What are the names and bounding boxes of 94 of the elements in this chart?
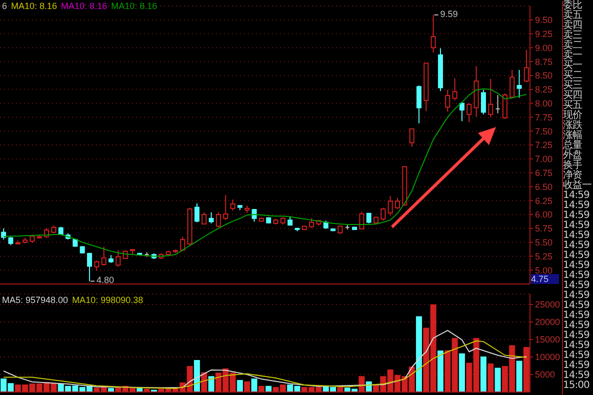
bar: [458, 353, 465, 392]
text: 买四: [563, 90, 582, 101]
bar: [516, 360, 522, 392]
bar: [437, 350, 444, 392]
text: 卖三: [563, 30, 583, 41]
y-tick-label: 7.75: [535, 112, 553, 122]
text: 14:59: [563, 370, 590, 381]
y-tick-label: 5000: [535, 370, 556, 380]
text: 买三: [563, 80, 583, 91]
y-tick-label: 7.00: [535, 154, 553, 164]
text: MA5: 957948.00: [2, 295, 68, 305]
text: 14:59: [563, 350, 590, 361]
text: 14:59: [563, 220, 590, 231]
y-tick-label: 6.75: [535, 168, 553, 178]
candlestick: [516, 69, 522, 98]
text: 15:00: [563, 380, 590, 391]
bar: [523, 347, 530, 392]
bar: [194, 360, 200, 392]
text: 涨幅: [563, 130, 583, 141]
annotation: 4.80: [96, 275, 114, 286]
text: 卖一: [563, 50, 583, 61]
annotation: 6: [2, 1, 8, 11]
text: MA10: 998090.38: [72, 295, 144, 305]
text: 收益一: [563, 180, 592, 191]
text: 14:59: [563, 330, 590, 341]
text: 卖四: [563, 20, 583, 31]
text: 14:59: [563, 200, 590, 211]
bar: [208, 376, 214, 392]
bar: [244, 381, 250, 392]
text: 总量: [563, 140, 583, 151]
bar: [488, 364, 494, 392]
text: 卖二: [563, 40, 583, 51]
y-tick-label: 7.25: [535, 140, 553, 150]
annotation: MA10: 8.16: [11, 1, 58, 11]
text: 买二: [563, 70, 583, 81]
candlestick: [474, 66, 479, 118]
y-tick-label: 6.50: [535, 182, 553, 192]
y-tick-label: 25000: [535, 300, 560, 310]
bar: [108, 388, 114, 392]
text: 买一: [563, 60, 583, 71]
bar: [144, 388, 150, 392]
text: 14:59: [563, 340, 590, 351]
text: 14:59: [563, 190, 590, 201]
y-tick-label: 9.00: [535, 42, 553, 53]
bar: [258, 386, 264, 392]
text: 14:59: [563, 270, 590, 281]
annotation: MA10: 8.16: [61, 1, 108, 11]
text: 14:59: [563, 250, 590, 261]
bar: [337, 386, 344, 392]
y-tick-label: 20000: [535, 317, 560, 328]
text: 14:59: [563, 260, 590, 271]
text: 14:59: [563, 320, 590, 331]
y-tick-label: 5.25: [535, 251, 553, 262]
text: 14:59: [563, 240, 590, 251]
text: MA10: 8.16: [111, 1, 158, 11]
y-tick-label: 6.25: [535, 196, 553, 206]
text: 净资: [563, 170, 582, 181]
y-tick-label: 5.50: [535, 237, 553, 248]
bar: [251, 378, 258, 392]
y-tick-label: 7.50: [535, 126, 553, 136]
line-series: [3, 330, 527, 388]
text: 14:59: [563, 230, 590, 241]
y-tick-label: 8.25: [535, 84, 553, 95]
text: 换手: [563, 160, 583, 171]
annotation: 9.59: [440, 8, 458, 19]
y-tick-label: 8.00: [535, 98, 553, 108]
text: 14:59: [563, 280, 590, 291]
bar: [494, 368, 501, 392]
text: 买五: [563, 100, 584, 111]
text: 14:59: [563, 360, 590, 371]
text: 卖五: [563, 10, 584, 21]
text: 14:59: [563, 300, 590, 311]
text: 14:59: [563, 210, 590, 221]
bar: [266, 386, 272, 392]
text: 14:59: [563, 310, 590, 321]
y-tick-label: 15000: [535, 334, 560, 345]
y-tick-label: 6.00: [535, 210, 553, 220]
y-tick-label: 8.50: [535, 70, 553, 81]
candlestick: [244, 205, 250, 214]
text: 14:59: [563, 290, 590, 301]
y-tick-label: 5.00: [535, 265, 553, 276]
bar: [416, 316, 422, 392]
y-tick-label: 10000: [535, 352, 560, 362]
line-series: [3, 340, 527, 389]
y-tick-label: 9.25: [535, 28, 553, 39]
bar: [236, 380, 243, 392]
y-tick-label: 8.75: [535, 56, 553, 67]
text: 现价: [563, 110, 583, 121]
y-tick-label: 5.75: [535, 224, 553, 234]
text: 4.75: [531, 274, 559, 284]
text: 涨跌: [563, 120, 583, 131]
y-tick-label: 9.50: [535, 15, 553, 26]
bar: [480, 356, 486, 392]
text: 外盘: [563, 150, 583, 161]
